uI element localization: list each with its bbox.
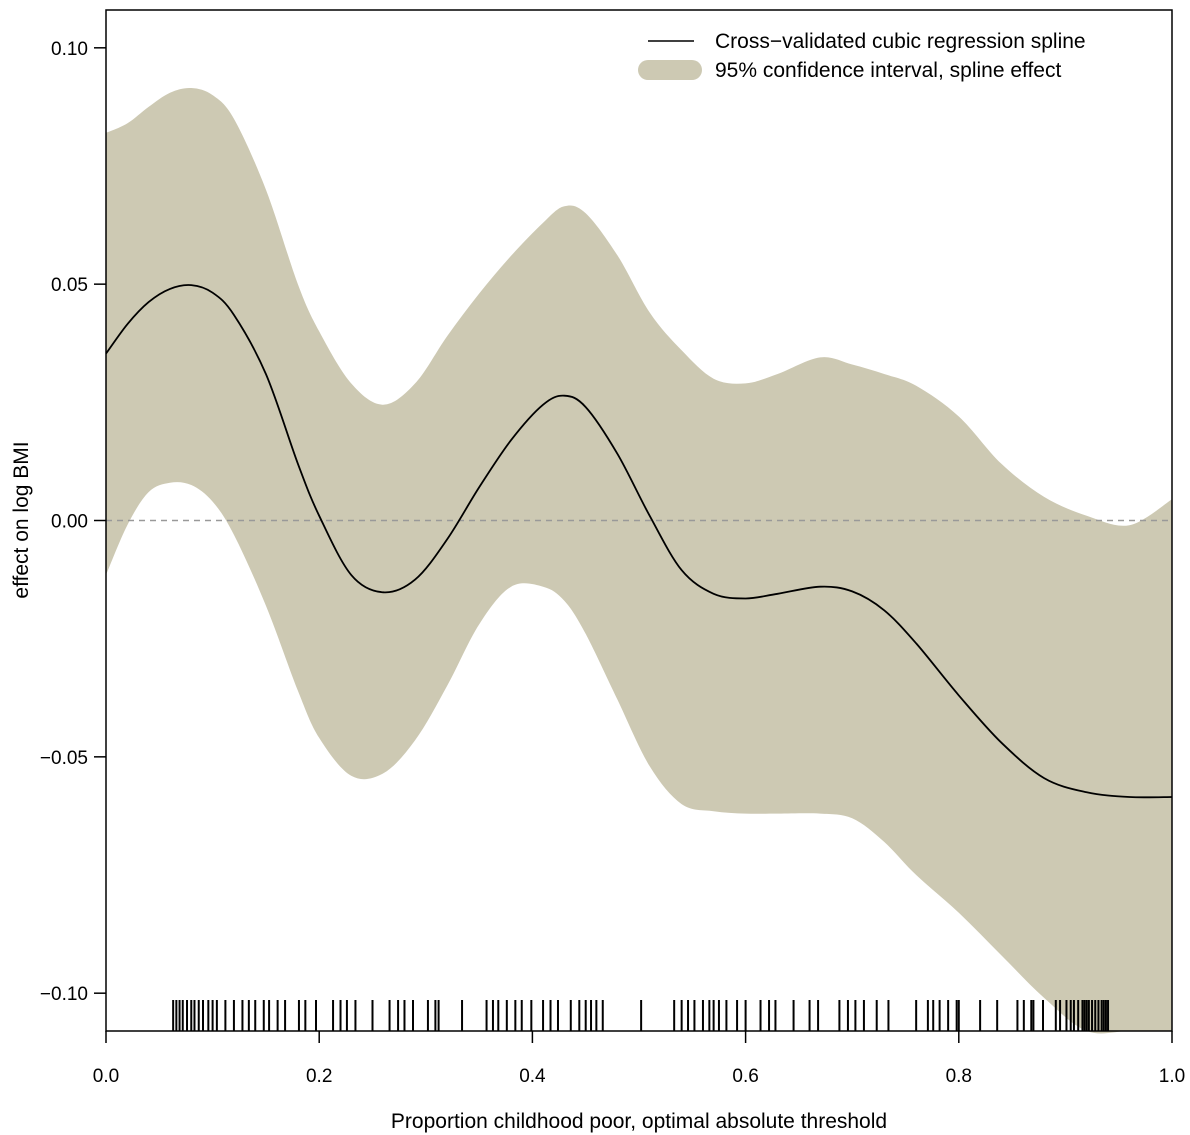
spline-line-layer bbox=[105, 284, 1173, 799]
rug-layer bbox=[172, 1000, 1110, 1031]
y-tick-label: −0.10 bbox=[40, 984, 88, 1005]
y-tick-label: 0.10 bbox=[51, 39, 88, 60]
x-tick-label: 0.4 bbox=[519, 1066, 546, 1087]
y-tick-label: 0.00 bbox=[51, 512, 88, 533]
legend: Cross−validated cubic regression spline … bbox=[638, 30, 1086, 82]
y-tick-label: −0.05 bbox=[40, 748, 88, 769]
x-tick-label: 0.2 bbox=[306, 1066, 332, 1087]
confidence-band bbox=[106, 87, 1172, 1034]
x-tick-label: 1.0 bbox=[1159, 1066, 1185, 1087]
confidence-band-layer bbox=[106, 87, 1172, 1034]
x-tick-label: 0.8 bbox=[946, 1066, 972, 1087]
axes-layer: 0.0 0.2 0.4 0.6 0.8 1.0 0.10 0.05 0.00 −0.05 −0.10 bbox=[40, 9, 1185, 1087]
legend-entry-ci: 95% confidence interval, spline effect bbox=[715, 59, 1061, 82]
x-tick-label: 0.6 bbox=[732, 1066, 758, 1087]
legend-band-swatch bbox=[638, 60, 702, 80]
x-tick-label: 0.0 bbox=[93, 1066, 119, 1087]
y-axis-label: effect on log BMI bbox=[10, 441, 33, 598]
spline-line bbox=[105, 284, 1173, 799]
x-axis-label: Proportion childhood poor, optimal absol… bbox=[391, 1110, 887, 1133]
legend-entry-spline: Cross−validated cubic regression spline bbox=[715, 30, 1086, 53]
y-tick-label: 0.05 bbox=[51, 275, 88, 296]
